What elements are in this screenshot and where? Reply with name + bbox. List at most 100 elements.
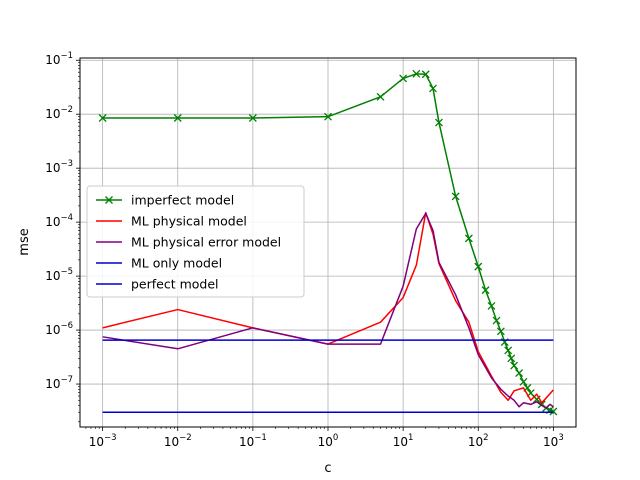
data-point-marker [451, 192, 460, 201]
marker-stroke [98, 114, 107, 122]
data-point-marker [549, 407, 558, 416]
x-tick-label: 102 [468, 433, 489, 449]
y-tick-label-base: 10 [45, 161, 60, 175]
marker-stroke [173, 114, 182, 122]
x-tick-label-base: 10 [543, 435, 558, 449]
data-point-marker [421, 70, 430, 79]
marker-stroke [248, 114, 257, 122]
x-tick-label-base: 10 [89, 435, 104, 449]
legend-label: imperfect model [131, 193, 234, 208]
legend-frame [86, 185, 305, 298]
y-axis-label: mse [17, 228, 32, 255]
data-point-marker [464, 234, 473, 243]
data-point-marker [98, 114, 107, 122]
x-tick-label-base: 10 [239, 435, 254, 449]
data-point-marker [510, 361, 519, 370]
y-tick-label-base: 10 [45, 215, 60, 229]
legend-label: ML only model [131, 256, 222, 271]
x-tick-label: 10−1 [239, 433, 267, 449]
data-point-marker [519, 377, 528, 386]
marker-stroke [510, 361, 519, 370]
legend-label: ML physical model [131, 214, 247, 229]
x-tick-label-exponent: 0 [333, 433, 338, 443]
x-tick-label: 10−3 [89, 433, 117, 449]
legend-marker [105, 196, 113, 204]
y-tick-label-exponent: −2 [60, 105, 73, 115]
y-tick-label-exponent: −5 [60, 267, 73, 277]
x-tick-label: 103 [543, 433, 564, 449]
data-point-marker [376, 92, 385, 101]
marker-stroke [487, 301, 496, 310]
y-tick-label: 10−4 [45, 213, 73, 229]
x-tick-label-base: 10 [164, 435, 179, 449]
y-tick-label-exponent: −1 [60, 51, 73, 61]
marker-stroke [464, 234, 473, 243]
y-tick-label-exponent: −3 [60, 159, 73, 169]
data-point-marker [399, 74, 408, 83]
marker-stroke [481, 286, 490, 295]
legend-label: ML physical error model [131, 235, 281, 250]
x-tick-label: 10−2 [164, 433, 192, 449]
y-tick-label: 10−6 [45, 321, 73, 337]
y-tick-label: 10−2 [45, 105, 73, 121]
y-tick-label: 10−3 [45, 159, 73, 175]
legend-label: perfect model [131, 277, 219, 292]
y-tick-label-base: 10 [45, 107, 60, 121]
data-point-marker [173, 114, 182, 122]
marker-stroke [421, 70, 430, 79]
data-point-marker [474, 262, 483, 271]
series-line-1 [102, 211, 554, 404]
data-point-marker [412, 69, 421, 78]
marker-stroke [451, 192, 460, 201]
marker-stroke [474, 262, 483, 271]
y-tick-label: 10−7 [45, 375, 73, 391]
data-point-marker [248, 114, 257, 122]
marker-stroke [537, 400, 546, 409]
marker-stroke [376, 92, 385, 101]
data-point-marker [435, 118, 443, 127]
x-tick-label-exponent: −3 [104, 433, 117, 443]
marker-stroke [515, 369, 524, 377]
marker-stroke [492, 316, 501, 325]
data-point-marker [504, 346, 513, 355]
marker-stroke [507, 354, 516, 363]
data-point-marker [481, 286, 490, 295]
marker-stroke [399, 74, 408, 83]
marker-stroke [549, 407, 558, 416]
y-tick-label-exponent: −4 [60, 213, 73, 223]
y-tick-label: 10−1 [45, 51, 73, 67]
marker-stroke [429, 84, 437, 93]
data-point-marker [515, 369, 524, 377]
x-tick-label-exponent: 1 [408, 433, 413, 443]
data-point-marker [324, 112, 332, 121]
y-tick-label-exponent: −7 [60, 375, 73, 385]
tick-layer: 10−3 10−2 10−1 100 101 102 10310−710−610−510−4… [45, 51, 564, 449]
series-layer [98, 69, 558, 416]
marker-stroke [496, 327, 505, 336]
y-tick-label-base: 10 [45, 323, 60, 337]
y-tick-label-base: 10 [45, 53, 60, 67]
legend: imperfect model ML physical model ML physi… [86, 185, 305, 298]
data-point-marker [507, 354, 516, 363]
marker-stroke [519, 377, 528, 386]
x-tick-label-exponent: 2 [483, 433, 488, 443]
series-line-2 [102, 212, 554, 409]
x-tick-label-exponent: 3 [558, 433, 563, 443]
x-tick-label-base: 10 [393, 435, 408, 449]
marker-stroke [435, 118, 443, 127]
data-point-marker [492, 316, 501, 325]
x-tick-label: 100 [318, 433, 339, 449]
y-tick-label-base: 10 [45, 269, 60, 283]
data-point-marker [496, 327, 505, 336]
marker-stroke [504, 346, 513, 355]
y-tick-label: 10−5 [45, 267, 73, 283]
marker-stroke [412, 69, 421, 78]
x-tick-label-exponent: −2 [179, 433, 192, 443]
y-tick-label-base: 10 [45, 377, 60, 391]
x-tick-label-exponent: −1 [254, 433, 267, 443]
data-point-marker [487, 301, 496, 310]
y-tick-label-exponent: −6 [60, 321, 73, 331]
x-tick-label-base: 10 [318, 435, 333, 449]
x-axis-label: c [324, 461, 331, 476]
